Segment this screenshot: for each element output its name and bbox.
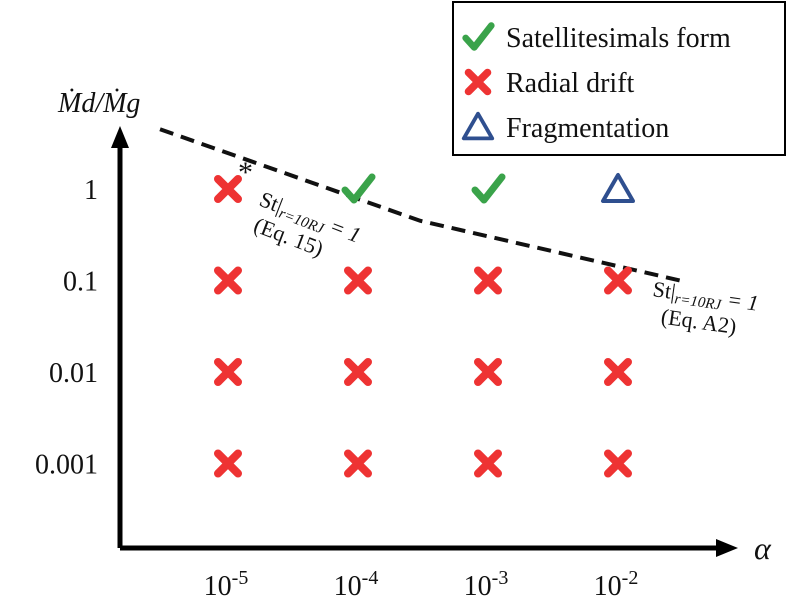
x-tick-label: 10-5 [204, 567, 249, 602]
cross-marker-shape [604, 449, 632, 478]
y-tick-label: 0.01 [49, 358, 98, 389]
legend-item: Satellitesimals form [462, 22, 731, 54]
legend-item: Radial drift [464, 68, 635, 99]
cross-marker-shape [344, 266, 372, 295]
legend-label: Fragmentation [506, 113, 669, 144]
cross-marker [474, 266, 502, 295]
cross-marker [604, 266, 632, 295]
legend-triangle-icon [461, 111, 495, 141]
annotation-eqa2-line1: St|r=10RJ = 1 [651, 276, 760, 319]
cross-marker-shape [604, 358, 632, 386]
data-points [214, 173, 635, 478]
stokes-boundary-line [159, 127, 681, 283]
legend-box [452, 1, 786, 156]
x-tick-label: 10-2 [594, 567, 639, 602]
y-axis-label-text: Ṁd/Ṁg [57, 88, 140, 119]
legend: Satellitesimals form Radial drift Fragment… [452, 1, 786, 156]
cross-marker [214, 358, 242, 386]
asterisk-marker: * [238, 156, 253, 189]
legend-cross-icon-shape [464, 68, 492, 96]
legend-item: Fragmentation [461, 111, 669, 144]
cross-marker-shape [214, 358, 242, 386]
cross-marker [344, 358, 372, 386]
x-tick-label: 10-3 [464, 567, 509, 602]
cross-marker-shape [214, 449, 242, 478]
cross-marker-shape [474, 266, 502, 295]
legend-check-icon-shape [462, 22, 495, 51]
legend-triangle-icon-shape [461, 111, 495, 141]
y-tick-labels: 1 0.1 0.01 0.001 [35, 175, 98, 481]
cross-marker [474, 358, 502, 386]
cross-marker [214, 449, 242, 478]
triangle-marker [601, 173, 635, 203]
annotation-eqa2: St|r=10RJ = 1 (Eq. A2) [651, 276, 760, 339]
cross-marker [474, 449, 502, 478]
x-tick-labels: 10-5 10-4 10-3 10-2 [204, 567, 639, 602]
check-marker [341, 173, 376, 204]
cross-marker-shape [344, 449, 372, 478]
cross-marker-shape [344, 358, 372, 386]
cross-marker-shape [474, 358, 502, 386]
check-marker [471, 173, 506, 204]
check-marker-shape [341, 173, 376, 204]
y-tick-label: 0.001 [35, 450, 98, 481]
cross-marker [604, 358, 632, 386]
cross-marker-shape [604, 266, 632, 295]
x-axis-arrowhead [716, 539, 738, 557]
x-tick-label: 10-4 [334, 567, 379, 602]
cross-marker [214, 266, 242, 295]
y-tick-label: 0.1 [63, 267, 98, 298]
cross-marker [344, 266, 372, 295]
y-axis-arrowhead [111, 126, 129, 148]
cross-marker-shape [214, 266, 242, 295]
cross-marker [214, 175, 242, 203]
legend-items: Satellitesimals form Radial drift Fragment… [461, 22, 731, 144]
legend-label: Radial drift [506, 68, 635, 99]
cross-marker-shape [474, 449, 502, 478]
x-axis-label: α [754, 530, 772, 566]
legend-label: Satellitesimals form [506, 23, 731, 54]
y-axis-label: Ṁd/Ṁg [57, 88, 140, 119]
annotation-eq15: St|r=10RJ = 1 (Eq. 15) [251, 186, 365, 261]
legend-check-icon [462, 22, 495, 51]
triangle-marker-shape [601, 173, 635, 203]
cross-marker-shape [214, 175, 242, 203]
cross-marker [604, 449, 632, 478]
check-marker-shape [471, 173, 506, 204]
legend-cross-icon [464, 68, 492, 96]
cross-marker [344, 449, 372, 478]
y-tick-label: 1 [84, 175, 98, 206]
